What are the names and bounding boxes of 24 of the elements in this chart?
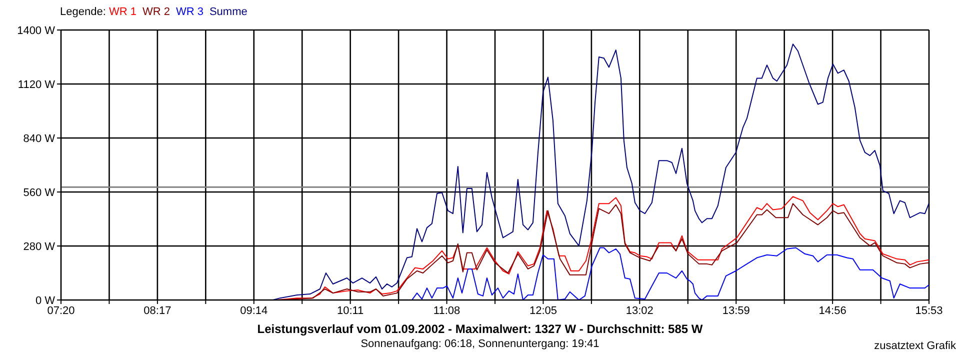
x-tick-label: 13:59 [722,304,750,317]
text: WR 1 [108,6,136,18]
x-tick-label: 13:02 [626,304,654,317]
x-tick-label: 09:14 [240,304,268,317]
text: Leistungsverlauf vom 01.09.2002 - Maximalwert: 1327 W - Durchschnitt: 585 W [256,322,704,336]
y-tick-label: 0 W [35,294,56,307]
text: WR 3 [176,6,204,18]
x-tick-label: 08:17 [144,304,172,317]
y-tick-label: 560 W [23,186,56,199]
text: zusatztext Grafik [874,340,956,352]
y-tick-label: 840 W [23,132,56,145]
text: Sonnenaufgang: 06:18, Sonnenuntergang: 19:41 [360,338,600,350]
x-tick-label: 10:11 [336,304,364,317]
x-tick-label: 14:56 [818,304,846,317]
y-tick-label: 280 W [23,240,56,253]
x-tick-label: 07:20 [47,304,75,317]
y-tick-label: 1400 W [17,24,56,37]
x-tick-label: 11:08 [433,304,460,317]
x-tick-label: 12:05 [529,304,557,317]
y-tick-label: 1120 W [18,78,56,91]
x-tick-label: 15:53 [915,304,943,317]
text: WR 2 [142,6,170,18]
text: Summe [209,6,248,18]
legend-title: Legende: [60,6,107,18]
